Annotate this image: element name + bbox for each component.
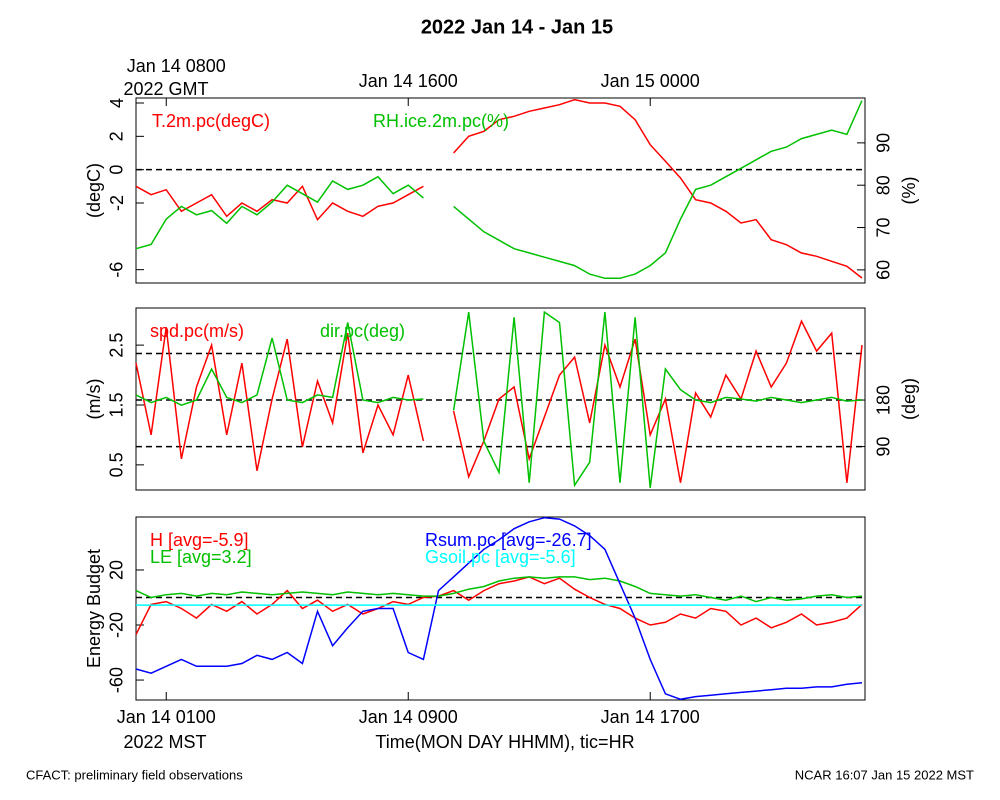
y-tick-label: 2.5 (107, 333, 127, 358)
series-line (135, 98, 863, 279)
y2-tick-label: 90 (874, 133, 894, 153)
y2-axis-label: (deg) (899, 378, 919, 420)
legend-entry: dir.pc(deg) (320, 321, 405, 341)
y2-tick-label: 60 (874, 260, 894, 280)
series-line (135, 310, 863, 488)
y-tick-label: 20 (107, 560, 127, 580)
y-tick-label: 1.5 (107, 392, 127, 417)
y-tick-label: 4 (107, 98, 127, 108)
plot-frame (135, 307, 866, 491)
y-tick-label: 2 (107, 131, 127, 141)
series-line (135, 516, 863, 701)
legend-entry: LE [avg=3.2] (150, 547, 252, 567)
legend-entry: Gsoil.pc [avg=-5.6] (425, 547, 576, 567)
y-tick-label: -60 (107, 667, 127, 693)
legend-entry: H [avg=-5.9] (150, 530, 249, 550)
y-tick-label: 0 (107, 165, 127, 175)
y2-tick-label: 90 (874, 437, 894, 457)
y2-tick-label: 70 (874, 218, 894, 238)
legend-entry: Rsum.pc [avg=-26.7] (425, 530, 592, 550)
y-tick-label: -6 (107, 262, 127, 278)
series-line (135, 576, 863, 603)
plot-frame (135, 97, 866, 284)
footer-left: CFACT: preliminary field observations (26, 767, 243, 782)
x-tick-label: Jan 14 0900 (359, 707, 458, 727)
x2-timezone-label: 2022 GMT (123, 79, 208, 99)
series-line (135, 100, 863, 280)
series-line (135, 319, 863, 483)
y-tick-label: -20 (107, 612, 127, 638)
x2-tick-label: Jan 14 0800 (127, 56, 226, 76)
x-axis-label: Time(MON DAY HHMM), tic=HR (375, 732, 634, 752)
chart-title: 2022 Jan 14 - Jan 15 (421, 16, 613, 38)
y-axis-label: Energy Budget (84, 549, 104, 668)
x-tick-label: Jan 14 1700 (601, 707, 700, 727)
y-axis-label: (m/s) (84, 379, 104, 420)
legend-entry: spd.pc(m/s) (150, 321, 244, 341)
plot-frame (135, 516, 866, 701)
y-tick-label: -2 (107, 195, 127, 211)
y-tick-label: 0.5 (107, 452, 127, 477)
x-tick-label: Jan 14 0100 (117, 707, 216, 727)
y2-tick-label: 180 (874, 385, 894, 415)
y-axis-label: (degC) (84, 163, 104, 218)
x2-tick-label: Jan 15 0000 (601, 71, 700, 91)
legend-entry: T.2m.pc(degC) (152, 111, 270, 131)
y2-tick-label: 80 (874, 175, 894, 195)
legend-entry: RH.ice.2m.pc(%) (373, 111, 509, 131)
y2-axis-label: (%) (899, 177, 919, 205)
series-line (135, 576, 863, 635)
x-timezone-label: 2022 MST (123, 732, 206, 752)
footer-right: NCAR 16:07 Jan 15 2022 MST (795, 767, 974, 782)
x2-tick-label: Jan 14 1600 (359, 71, 458, 91)
